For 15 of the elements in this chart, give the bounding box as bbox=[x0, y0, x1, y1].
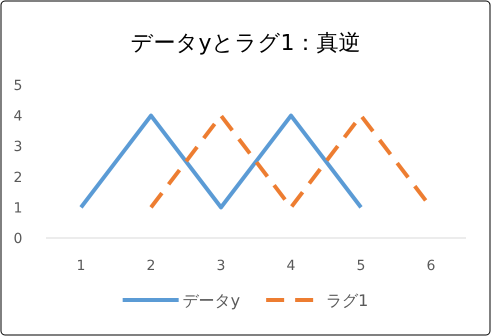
x-tick-label: 6 bbox=[426, 258, 436, 274]
x-tick-label: 4 bbox=[286, 258, 296, 274]
y-tick-label: 4 bbox=[14, 108, 23, 125]
y-tick-label: 5 bbox=[14, 78, 22, 94]
chart-title: データyとラグ1：真逆 bbox=[130, 31, 361, 56]
y-tick-label: 0 bbox=[14, 231, 22, 247]
y-tick-label: 3 bbox=[14, 139, 22, 156]
legend-label: データy bbox=[182, 291, 240, 310]
legend-label: ラグ1 bbox=[326, 291, 368, 310]
x-tick-label: 2 bbox=[146, 258, 156, 274]
y-tick-label: 2 bbox=[14, 170, 22, 186]
y-tick-label: 1 bbox=[14, 200, 22, 216]
x-tick-label: 3 bbox=[216, 258, 226, 274]
x-tick-label: 1 bbox=[76, 258, 86, 274]
x-tick-label: 5 bbox=[356, 258, 366, 274]
